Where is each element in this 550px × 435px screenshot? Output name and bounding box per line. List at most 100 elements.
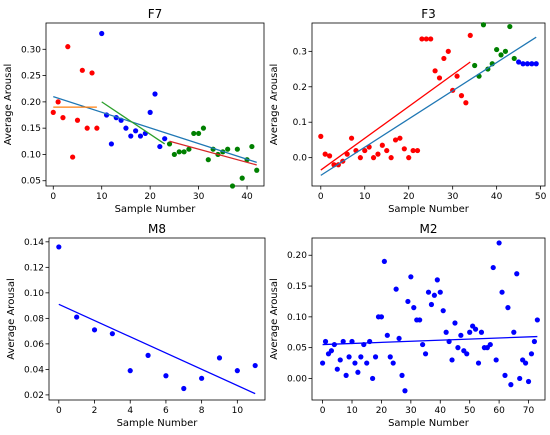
- data-point: [337, 357, 343, 363]
- data-point: [520, 61, 526, 67]
- data-point: [534, 317, 540, 323]
- data-point: [525, 378, 532, 385]
- data-point: [531, 338, 538, 345]
- data-point: [449, 357, 455, 363]
- y-tick-label: 0.3: [293, 47, 307, 57]
- data-point: [516, 59, 522, 65]
- data-point: [344, 151, 350, 157]
- data-point: [322, 151, 328, 157]
- x-tick-label: 10: [232, 406, 244, 416]
- data-point: [319, 360, 326, 366]
- data-point: [372, 354, 379, 360]
- data-point: [216, 355, 223, 361]
- data-point: [420, 341, 426, 348]
- data-point: [70, 154, 76, 160]
- data-point: [362, 147, 368, 154]
- data-point: [162, 136, 168, 142]
- data-point: [432, 68, 438, 74]
- y-tick-label: 0.10: [21, 150, 41, 160]
- x-tick-label: 40: [491, 192, 503, 202]
- plot-frame: [48, 237, 266, 401]
- data-point: [384, 332, 390, 338]
- x-tick-label: 60: [493, 406, 505, 416]
- data-point: [378, 314, 385, 320]
- data-point: [358, 354, 364, 360]
- y-tick-label: 0.1: [293, 118, 307, 128]
- y-tick-label: 0.12: [24, 263, 44, 273]
- data-point: [467, 329, 473, 335]
- data-point: [472, 62, 478, 69]
- data-point: [370, 155, 377, 161]
- chart-M8: M8 0 2 4 6 8 10 0.02 0.04 0.06 0.08 0.10 0.12 0.14 Sam…: [6, 222, 266, 429]
- data-point: [384, 147, 390, 154]
- data-point: [186, 146, 192, 152]
- y-tick-label: 0.15: [287, 282, 307, 292]
- y-tick-label: 0.05: [287, 344, 307, 354]
- data-point: [352, 360, 358, 366]
- data-point: [133, 128, 139, 134]
- y-axis-label: Average Arousal: [6, 278, 17, 360]
- data-point: [346, 354, 352, 360]
- y-tick-label: 0.00: [287, 374, 307, 384]
- y-tick-label: 0.30: [21, 45, 41, 55]
- data-point: [94, 125, 100, 131]
- data-point: [65, 44, 71, 50]
- data-point: [511, 329, 517, 335]
- data-point: [498, 52, 504, 58]
- x-tick-label: 4: [127, 406, 133, 416]
- data-point: [128, 133, 134, 139]
- fit-line: [53, 95, 257, 163]
- data-point: [493, 357, 499, 363]
- data-point: [402, 388, 408, 394]
- x-tick-label: 20: [144, 192, 156, 202]
- data-point: [393, 286, 399, 292]
- data-point: [472, 326, 479, 332]
- data-point: [343, 372, 349, 378]
- data-point: [249, 143, 255, 150]
- data-point: [234, 146, 240, 152]
- data-point: [181, 149, 187, 155]
- x-tick-label: 0: [318, 192, 324, 202]
- data-point: [511, 55, 517, 62]
- plot-frame: [45, 22, 265, 187]
- data-point: [514, 271, 520, 277]
- data-point: [322, 338, 329, 345]
- x-tick-label: 20: [376, 406, 388, 416]
- data-point: [205, 157, 211, 163]
- data-point: [452, 320, 458, 326]
- x-tick-label: 50: [464, 406, 476, 416]
- x-axis-label: Sample Number: [388, 204, 470, 215]
- data-point: [199, 375, 205, 381]
- y-axis-label: Average Arousal: [269, 64, 280, 146]
- data-point: [478, 329, 485, 335]
- data-point: [428, 36, 434, 42]
- fit-line: [322, 335, 538, 346]
- fit-line: [169, 140, 257, 166]
- data-point: [147, 109, 153, 115]
- y-axis-label: Average Arousal: [3, 64, 14, 146]
- data-point: [370, 375, 376, 382]
- data-point: [334, 366, 340, 372]
- x-tick-label: 0: [320, 406, 326, 416]
- data-point: [392, 137, 399, 143]
- data-point: [422, 351, 429, 357]
- data-point: [74, 117, 81, 123]
- y-tick-label: 0.20: [21, 98, 41, 108]
- data-point: [533, 61, 539, 67]
- data-point: [318, 133, 324, 139]
- data-point: [408, 274, 414, 280]
- y-tick-label: 0.15: [21, 124, 41, 134]
- data-point: [397, 135, 403, 141]
- data-point: [109, 331, 115, 337]
- chart-title: F3: [421, 7, 436, 21]
- data-point: [326, 153, 333, 159]
- y-tick-label: 0.02: [24, 391, 44, 401]
- data-point: [145, 352, 151, 358]
- data-point: [388, 155, 394, 161]
- data-point: [390, 360, 396, 366]
- data-point: [381, 258, 387, 265]
- data-point: [166, 141, 173, 147]
- data-point: [157, 143, 163, 150]
- data-point: [171, 151, 177, 158]
- y-tick-label: 0.06: [24, 340, 44, 350]
